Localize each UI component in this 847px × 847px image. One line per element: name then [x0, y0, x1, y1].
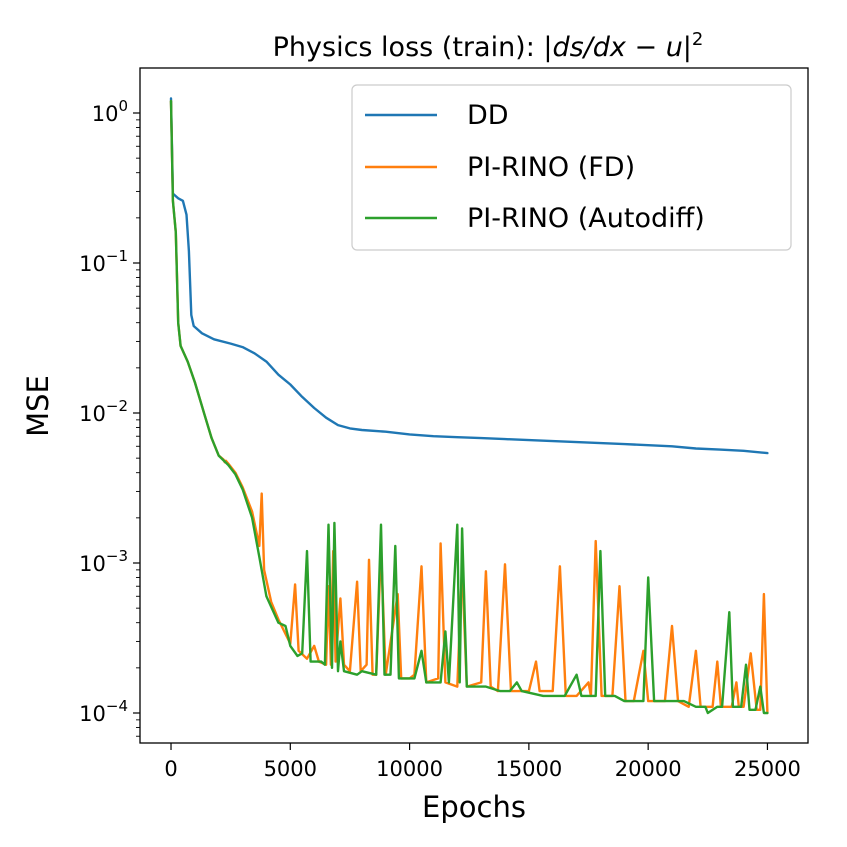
x-axis: 0 5000 10000 15000 20000 25000 — [164, 743, 801, 781]
legend-box — [351, 84, 792, 251]
x-tick-label: 10000 — [376, 757, 443, 781]
legend-label-pi-rino-fd: PI-RINO (FD) — [467, 152, 635, 183]
y-tick-exponent: −4 — [106, 697, 128, 715]
y-tick-label: 100 — [92, 97, 128, 126]
x-tick-label: 0 — [164, 757, 177, 781]
chart-title-prefix: Physics loss (train): — [273, 32, 544, 63]
plot-lines — [169, 97, 769, 715]
series-line-1 — [169, 99, 769, 715]
legend-label-dd: DD — [467, 100, 509, 131]
y-tick-base: 10 — [79, 552, 106, 576]
plot-frame — [139, 67, 809, 744]
y-tick-exponent: −1 — [106, 247, 128, 265]
x-tick-label: 5000 — [264, 757, 317, 781]
y-tick-label: 10−4 — [79, 697, 128, 726]
x-tick-label: 20000 — [615, 757, 682, 781]
y-tick-label: 10−2 — [79, 397, 128, 426]
y-axis-label: MSE — [21, 375, 55, 437]
x-tick-label: 25000 — [734, 757, 801, 781]
y-tick-base: 10 — [79, 252, 106, 276]
chart-title-exponent: 2 — [692, 29, 703, 50]
y-tick-base: 10 — [79, 402, 106, 426]
legend: DD PI-RINO (FD) PI-RINO (Autodiff) — [351, 84, 792, 251]
x-axis-label: Epochs — [422, 790, 526, 824]
y-tick-exponent: −3 — [106, 547, 128, 565]
y-tick-exponent: −2 — [106, 397, 128, 415]
y-tick-base: 10 — [92, 102, 119, 126]
x-tick-label: 15000 — [495, 757, 562, 781]
legend-label-pi-rino-autodiff: PI-RINO (Autodiff) — [467, 203, 705, 234]
y-tick-label: 10−3 — [79, 547, 128, 576]
chart-title: Physics loss (train): |ds/dx − u|2 — [273, 29, 704, 63]
series-line-2 — [169, 99, 769, 715]
chart-title-math: |ds/dx − u| — [543, 32, 692, 63]
series-line-0 — [169, 97, 769, 455]
y-tick-label: 10−1 — [79, 247, 128, 276]
y-tick-base: 10 — [79, 702, 106, 726]
y-tick-exponent: 0 — [118, 97, 128, 115]
